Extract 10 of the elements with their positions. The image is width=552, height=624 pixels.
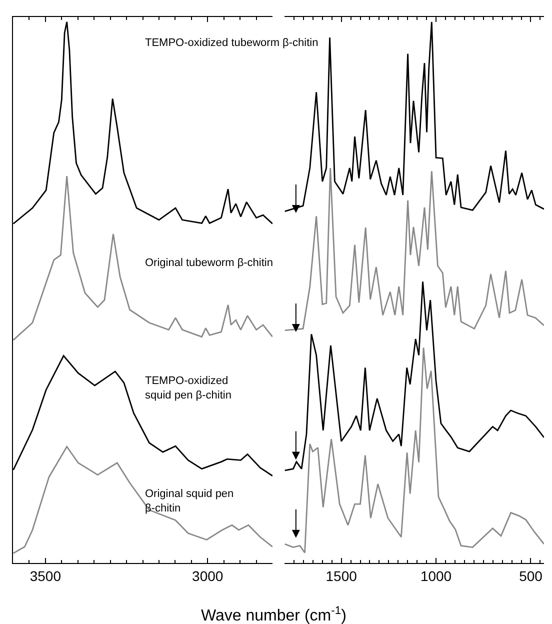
x-tick-label: 1500 (326, 568, 358, 584)
annotation: TEMPO-oxidized squid pen β-chitin (145, 375, 232, 402)
annotation: Original squid pen β-chitin (145, 488, 234, 514)
annotation: TEMPO-oxidized tubeworm β-chitin (145, 37, 318, 49)
x-tick-label: 500 (519, 568, 543, 584)
x-tick-label: 3500 (30, 568, 62, 584)
x-tick-label: 3000 (192, 568, 224, 584)
x-axis-title: Wave number (cm$^{-1}$) (201, 605, 346, 624)
annotation: Original tubeworm β-chitin (145, 257, 273, 269)
x-tick-label: 1000 (420, 568, 452, 584)
